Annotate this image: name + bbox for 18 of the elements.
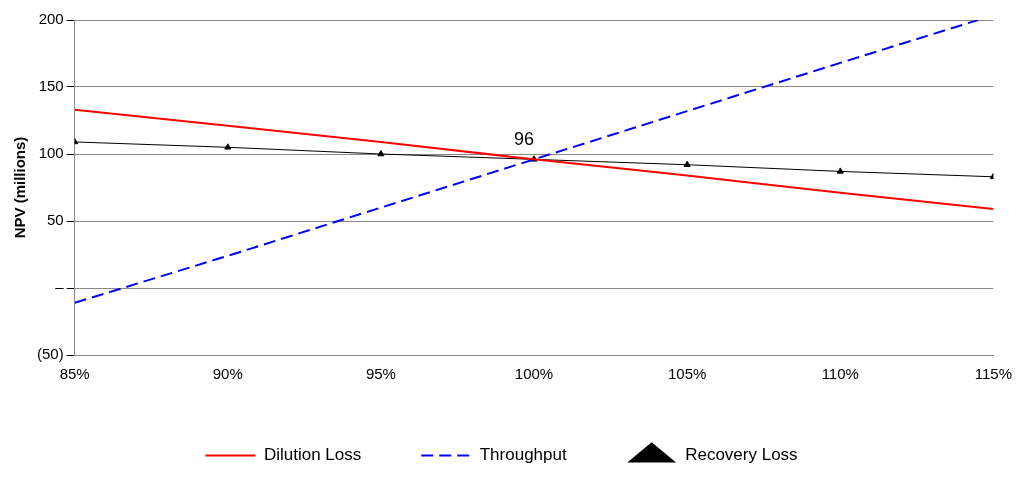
y-tick-label: 100 xyxy=(38,144,64,162)
y-tick-label: 200 xyxy=(38,10,64,28)
annotation: 96 xyxy=(514,129,535,150)
x-tick-label: 85% xyxy=(59,365,90,383)
x-tick-label: 100% xyxy=(514,365,554,383)
y-tick-label: (50) xyxy=(36,345,64,363)
x-tick-label: 90% xyxy=(212,365,243,383)
y-tick-label: – xyxy=(55,278,65,296)
legend-label: Dilution Loss xyxy=(263,445,362,465)
y-tick-label: 150 xyxy=(38,77,64,95)
legend-label: Recovery Loss xyxy=(685,445,798,465)
x-tick-label: 95% xyxy=(365,365,396,383)
x-tick-label: 105% xyxy=(667,365,707,383)
y-axis-title: NPV (millions) xyxy=(11,136,29,239)
x-tick-label: 110% xyxy=(821,365,859,383)
x-tick-label: 115% xyxy=(974,365,1013,383)
legend-label: Throughput xyxy=(479,445,567,465)
y-tick-label: 50 xyxy=(46,211,64,229)
